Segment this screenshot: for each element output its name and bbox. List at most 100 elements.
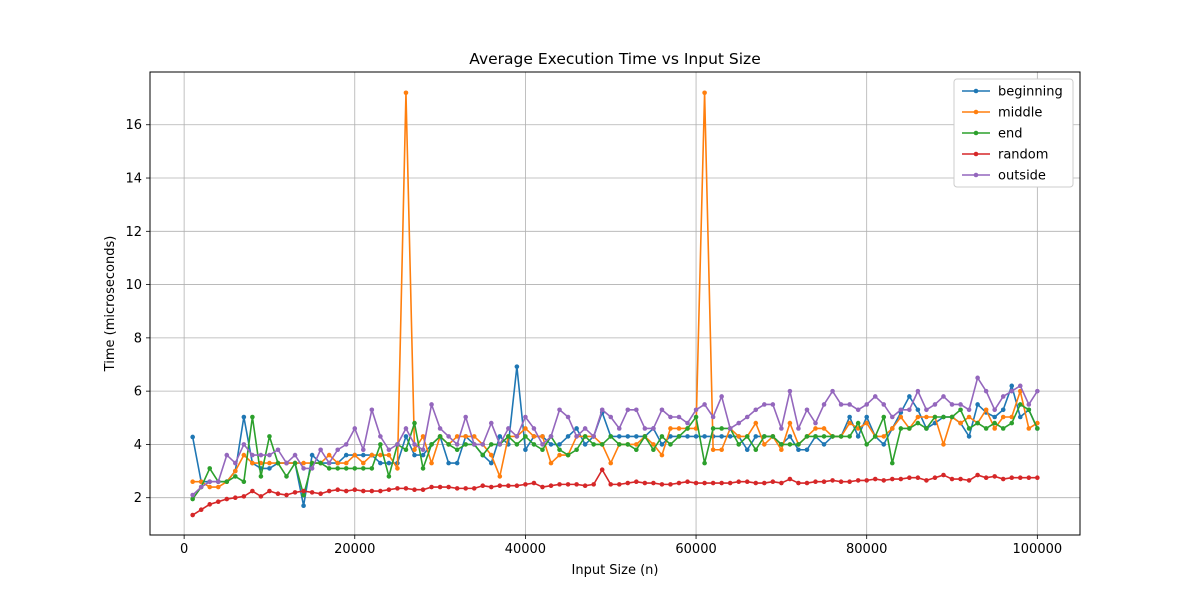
data-point-outside xyxy=(864,402,869,407)
data-point-random xyxy=(770,479,776,485)
data-point-outside xyxy=(198,484,204,490)
data-point-random xyxy=(616,482,622,487)
data-point-random xyxy=(233,495,238,501)
data-point-beginning xyxy=(1000,407,1006,413)
data-point-middle xyxy=(983,407,989,413)
data-point-outside xyxy=(907,407,912,413)
x-tick-label: 80000 xyxy=(846,542,887,557)
data-point-end xyxy=(437,434,443,439)
data-point-random xyxy=(966,478,972,483)
data-point-outside xyxy=(565,414,571,420)
data-point-end xyxy=(966,426,972,431)
data-point-outside xyxy=(599,407,605,413)
data-point-end xyxy=(284,474,289,479)
data-point-middle xyxy=(463,434,468,439)
data-point-random xyxy=(309,490,315,495)
data-point-random xyxy=(889,476,895,482)
data-point-outside xyxy=(949,402,955,407)
data-point-random xyxy=(830,478,835,483)
data-point-outside xyxy=(872,394,878,399)
data-point-outside xyxy=(668,414,673,420)
data-point-random xyxy=(267,488,272,494)
data-point-outside xyxy=(241,442,247,447)
data-point-end xyxy=(480,452,486,458)
data-point-end xyxy=(557,447,562,453)
data-point-middle xyxy=(420,434,426,439)
data-point-outside xyxy=(821,402,827,407)
data-point-end xyxy=(1009,420,1015,426)
data-point-random xyxy=(608,482,614,487)
data-point-outside xyxy=(625,407,631,413)
data-point-random xyxy=(429,484,434,490)
grid xyxy=(150,72,1080,535)
data-point-random xyxy=(514,483,520,489)
data-point-end xyxy=(616,442,622,447)
data-point-beginning xyxy=(975,402,980,407)
data-point-outside xyxy=(744,414,750,420)
data-point-random xyxy=(369,488,375,494)
data-point-random xyxy=(275,491,281,497)
data-point-middle xyxy=(821,426,827,431)
legend-marker-outside xyxy=(973,172,979,178)
data-point-outside xyxy=(924,407,929,413)
data-point-random xyxy=(642,480,648,486)
data-point-end xyxy=(907,426,912,431)
data-point-outside xyxy=(215,479,221,485)
data-point-random xyxy=(403,486,409,491)
data-point-end xyxy=(429,442,434,447)
data-point-random xyxy=(395,486,400,491)
data-point-outside xyxy=(275,447,281,453)
data-point-end xyxy=(847,434,852,439)
data-point-random xyxy=(898,476,904,482)
data-point-random xyxy=(540,484,545,490)
data-point-random xyxy=(907,475,912,481)
data-point-random xyxy=(471,486,477,491)
data-point-outside xyxy=(258,452,264,458)
data-point-random xyxy=(864,478,869,483)
data-point-outside xyxy=(983,388,989,394)
data-point-outside xyxy=(685,420,690,426)
data-point-middle xyxy=(898,414,904,420)
data-point-end xyxy=(275,460,281,466)
data-point-beginning xyxy=(420,452,426,458)
data-point-random xyxy=(497,483,503,489)
data-point-middle xyxy=(250,460,255,466)
data-point-middle xyxy=(557,452,562,458)
data-point-middle xyxy=(233,468,238,474)
data-point-random xyxy=(796,480,801,486)
data-point-end xyxy=(855,420,861,426)
data-point-middle xyxy=(335,460,341,466)
data-point-outside xyxy=(642,426,648,431)
data-point-end xyxy=(804,434,810,439)
data-point-end xyxy=(915,420,921,426)
data-point-middle xyxy=(403,90,409,96)
data-point-outside xyxy=(548,434,554,439)
data-point-outside xyxy=(582,426,588,431)
data-point-random xyxy=(736,479,742,485)
data-point-random xyxy=(941,472,946,478)
legend-label-random: random xyxy=(998,148,1048,163)
data-point-beginning xyxy=(992,414,997,420)
data-point-end xyxy=(651,447,656,453)
data-point-outside xyxy=(292,452,298,458)
data-point-middle xyxy=(924,414,929,420)
data-point-random xyxy=(326,488,332,494)
data-point-random xyxy=(523,482,528,487)
data-point-middle xyxy=(651,442,656,447)
data-point-random xyxy=(1000,476,1006,482)
data-point-beginning xyxy=(847,414,852,420)
series-random xyxy=(190,467,1040,518)
data-point-end xyxy=(898,426,904,431)
data-point-middle xyxy=(1026,426,1032,431)
data-point-beginning xyxy=(625,434,631,439)
legend-label-beginning: beginning xyxy=(998,85,1063,100)
data-point-end xyxy=(267,434,272,439)
data-point-beginning xyxy=(864,414,869,420)
data-point-middle xyxy=(301,460,306,466)
data-point-end xyxy=(403,447,409,453)
data-point-random xyxy=(488,484,494,490)
data-point-beginning xyxy=(796,447,801,453)
data-point-random xyxy=(1017,475,1023,481)
data-point-outside xyxy=(1026,402,1032,407)
data-point-random xyxy=(651,480,656,486)
